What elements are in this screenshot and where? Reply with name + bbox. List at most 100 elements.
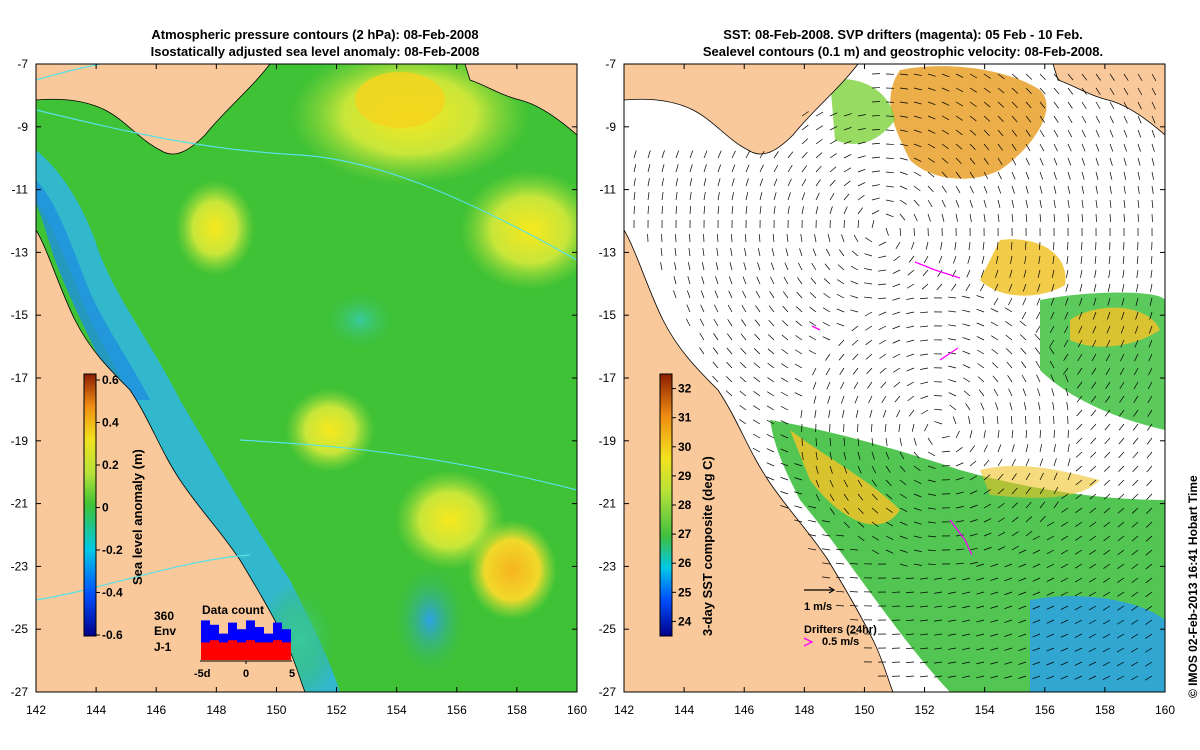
right-lat-tick-0: -7: [605, 57, 616, 71]
sst-cb-tick-2: 30: [678, 440, 692, 454]
left-lon-tick-5: 152: [327, 703, 347, 717]
right-lat-tick-3: -13: [599, 245, 617, 259]
left-lat-tick-9: -25: [11, 622, 29, 636]
land-new-guinea: [36, 64, 271, 155]
sst-cb-tick-6: 26: [678, 556, 692, 570]
j1-count-bar: [246, 640, 255, 660]
sla-colorbar: [83, 373, 97, 637]
right-lon-tick-2: 146: [734, 703, 754, 717]
j1-count-bar: [201, 642, 210, 660]
drifter-track: [914, 261, 961, 279]
left-lat-tick-4: -15: [11, 308, 29, 322]
left-lat-tick-8: -23: [11, 559, 29, 573]
left-lon-tick-2: 146: [146, 703, 166, 717]
copyright-notice: © IMOS 02-Feb-2013 16:41 Hobart Time: [1186, 475, 1200, 698]
data-count-inset: Data count 360 Env J-1 -5d 0 5: [154, 603, 295, 680]
right-lat-tick-8: -23: [599, 559, 617, 573]
right-lon-tick-7: 156: [1035, 703, 1055, 717]
sst-cb-tick-8: 24: [678, 614, 692, 628]
sst-cb-tick-3: 29: [678, 469, 692, 483]
sla-cb-tick-0: 0.6: [102, 373, 119, 387]
left-lat-tick-5: -17: [11, 371, 29, 385]
right-lon-tick-6: 154: [975, 703, 995, 717]
sst-cb-tick-5: 27: [678, 527, 692, 541]
j1-count-bar: [237, 642, 246, 660]
left-panel-title: Atmospheric pressure contours (2 hPa): 0…: [40, 26, 590, 60]
drifters-scale-label: 0.5 m/s: [822, 636, 859, 648]
right-lat-tick-1: -9: [605, 120, 616, 134]
right-lat-tick-5: -17: [599, 371, 617, 385]
left-axes: 142 144 146 148 150 152 154 156 158 160 -7 -9 -11 -13…: [11, 57, 588, 717]
right-lon-tick-9: 160: [1155, 703, 1175, 717]
sla-cb-tick-4: -0.2: [102, 543, 123, 557]
data-count-number: 360: [154, 609, 174, 623]
j1-count-bar: [228, 640, 237, 660]
right-lat-tick-10: -27: [599, 685, 617, 699]
sst-cb-tick-4: 28: [678, 498, 692, 512]
data-count-title: Data count: [202, 603, 264, 617]
sst-colorbar-label: 3-day SST composite (deg C): [700, 456, 715, 636]
sla-cb-tick-6: -0.6: [102, 628, 123, 642]
sla-cb-tick-3: 0: [102, 501, 109, 515]
right-panel-title: SST: 08-Feb-2008. SVP drifters (magenta)…: [628, 26, 1178, 60]
left-lon-tick-9: 160: [567, 703, 587, 717]
left-lat-tick-7: -21: [11, 497, 29, 511]
left-lon-tick-3: 148: [206, 703, 226, 717]
left-lat-tick-1: -9: [17, 120, 28, 134]
right-land-new-guinea: [624, 64, 859, 155]
right-lat-tick-9: -25: [599, 622, 617, 636]
vector-scale-label: 1 m/s: [804, 601, 832, 613]
sla-colorbar-ticks: 0.6 0.4 0.2 0 -0.2 -0.4 -0.6: [96, 373, 123, 642]
left-lon-tick-0: 142: [26, 703, 46, 717]
left-lat-tick-2: -11: [12, 183, 29, 197]
left-title-line2: Isostatically adjusted sea level anomaly…: [150, 44, 480, 59]
left-lon-tick-4: 150: [266, 703, 286, 717]
count-tick-0: 0: [243, 668, 249, 680]
j1-count-bar: [273, 640, 282, 660]
sst-cb-tick-7: 25: [678, 585, 692, 599]
left-lat-tick-0: -7: [17, 57, 28, 71]
count-tick-5: 5: [289, 668, 295, 680]
count-tick-minus5: -5d: [194, 668, 211, 680]
sst-cb-tick-0: 32: [678, 382, 692, 396]
right-lat-tick-4: -15: [599, 308, 617, 322]
right-lon-tick-3: 148: [794, 703, 814, 717]
sla-cb-tick-2: 0.2: [102, 458, 119, 472]
left-lat-tick-6: -19: [11, 434, 29, 448]
right-lon-tick-0: 142: [614, 703, 634, 717]
sla-cb-tick-5: -0.4: [102, 586, 123, 600]
j1-label: J-1: [154, 640, 172, 654]
right-lon-tick-8: 158: [1095, 703, 1115, 717]
left-map: [36, 64, 577, 692]
shelf-zone: [36, 150, 340, 692]
right-lat-tick-2: -11: [600, 183, 617, 197]
sla-colorbar-label: Sea level anomaly (m): [130, 449, 145, 585]
right-lon-tick-1: 144: [674, 703, 694, 717]
left-lon-tick-7: 156: [447, 703, 467, 717]
right-axes: 142 144 146 148 150 152 154 156 158 160 -7 -9 -11 -13…: [599, 57, 1176, 717]
right-land-australia: [624, 229, 894, 692]
left-title-line1: Atmospheric pressure contours (2 hPa): 0…: [151, 27, 479, 42]
left-lon-tick-8: 158: [507, 703, 527, 717]
j1-count-bar: [282, 642, 291, 660]
right-lon-tick-4: 150: [854, 703, 874, 717]
right-title-line1: SST: 08-Feb-2008. SVP drifters (magenta)…: [723, 27, 1083, 42]
right-lon-tick-5: 152: [915, 703, 935, 717]
j1-count-bar: [210, 640, 219, 660]
right-map: [624, 64, 1165, 692]
j1-count-bar: [264, 642, 273, 660]
j1-count-bar: [255, 642, 264, 660]
right-title-line2: Sealevel contours (0.1 m) and geostrophi…: [702, 44, 1104, 59]
env-count-bar: [201, 620, 210, 660]
geostrophic-velocity-vectors: [633, 73, 1157, 681]
sst-colorbar: [659, 373, 673, 637]
right-lat-tick-7: -21: [599, 497, 617, 511]
sla-cb-tick-1: 0.4: [102, 416, 119, 430]
env-label: Env: [154, 624, 176, 638]
left-lat-tick-10: -27: [11, 685, 29, 699]
sst-colorbar-ticks: 32 31 30 29 28 27 26 25 24: [672, 382, 692, 628]
right-lat-tick-6: -19: [599, 434, 617, 448]
j1-count-bar: [219, 642, 228, 660]
left-lon-tick-6: 154: [387, 703, 407, 717]
